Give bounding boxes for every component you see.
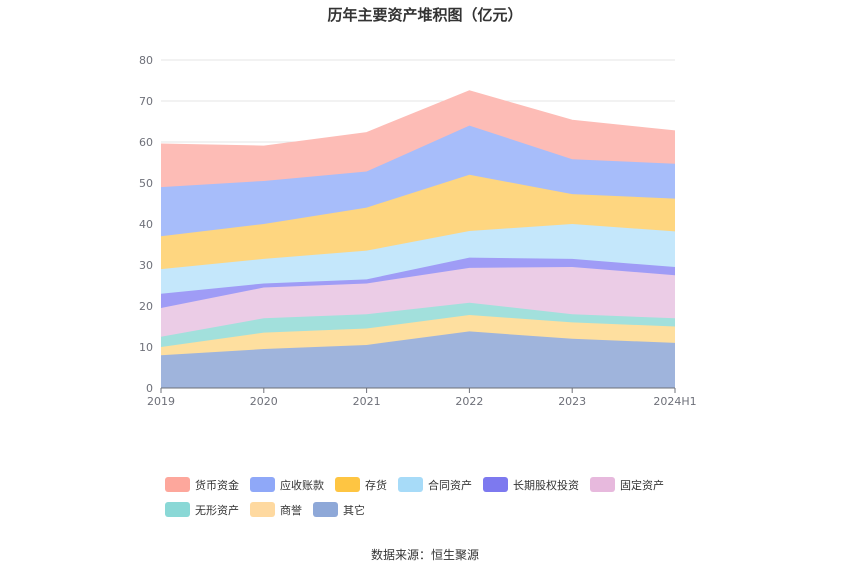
legend-swatch <box>590 477 615 492</box>
legend-item[interactable]: 长期股权投资 <box>483 477 579 493</box>
legend-row-2: 无形资产 商誉 其它 <box>165 497 725 522</box>
legend-swatch <box>313 502 338 517</box>
legend-row-1: 货币资金 应收账款 存货 合同资产 长期股权投资 固定资产 <box>165 472 725 497</box>
legend-swatch <box>398 477 423 492</box>
y-tick-label: 50 <box>139 177 153 190</box>
legend-swatch <box>165 477 190 492</box>
legend-swatch <box>250 502 275 517</box>
area-固定资产 <box>161 267 675 337</box>
legend-label: 货币资金 <box>195 478 239 492</box>
legend-label: 应收账款 <box>280 478 324 492</box>
legend-label: 商誉 <box>280 503 302 517</box>
chart-title: 历年主要资产堆积图（亿元） <box>327 6 523 24</box>
legend-item[interactable]: 商誉 <box>250 502 302 518</box>
x-tick-label: 2021 <box>353 395 381 408</box>
y-tick-label: 70 <box>139 95 153 108</box>
legend-swatch <box>165 502 190 517</box>
legend-label: 固定资产 <box>620 478 664 492</box>
legend-item[interactable]: 合同资产 <box>398 477 472 493</box>
y-tick-label: 0 <box>146 382 153 395</box>
legend-label: 其它 <box>343 503 365 517</box>
y-tick-label: 60 <box>139 136 153 149</box>
legend: 货币资金 应收账款 存货 合同资产 长期股权投资 固定资产 无形资产 商誉 其它 <box>165 472 725 522</box>
x-tick-label: 2023 <box>558 395 586 408</box>
area-series <box>160 90 676 388</box>
y-tick-label: 80 <box>139 54 153 67</box>
legend-label: 无形资产 <box>195 503 239 517</box>
y-tick-label: 40 <box>139 218 153 231</box>
legend-item[interactable]: 其它 <box>313 502 365 518</box>
x-tick-label: 2024H1 <box>653 395 696 408</box>
legend-item[interactable]: 应收账款 <box>250 477 324 493</box>
y-tick-label: 20 <box>139 300 153 313</box>
axes: 0 10 20 30 40 50 60 70 80 2019 2020 2021 2022 2023 202… <box>139 54 697 408</box>
area-其它 <box>161 331 675 388</box>
area-应收账款 <box>161 125 675 237</box>
area-无形资产 <box>161 302 675 347</box>
legend-swatch <box>483 477 508 492</box>
area-商誉 <box>161 315 675 356</box>
area-line-货币资金 <box>160 90 676 147</box>
legend-item[interactable]: 无形资产 <box>165 502 239 518</box>
area-合同资产 <box>161 224 675 294</box>
x-tick-label: 2019 <box>147 395 175 408</box>
area-存货 <box>161 174 675 270</box>
y-tick-label: 30 <box>139 259 153 272</box>
legend-label: 长期股权投资 <box>513 478 579 492</box>
legend-item[interactable]: 固定资产 <box>590 477 664 493</box>
x-tick-label: 2020 <box>250 395 278 408</box>
legend-swatch <box>250 477 275 492</box>
y-tick-label: 10 <box>139 341 153 354</box>
legend-swatch <box>335 477 360 492</box>
legend-label: 存货 <box>365 478 387 492</box>
data-source-note: 数据来源：恒生聚源 <box>370 548 479 562</box>
x-tick-label: 2022 <box>455 395 483 408</box>
legend-item[interactable]: 存货 <box>335 477 387 493</box>
legend-label: 合同资产 <box>428 478 472 492</box>
area-货币资金 <box>161 90 675 188</box>
legend-item[interactable]: 货币资金 <box>165 477 239 493</box>
